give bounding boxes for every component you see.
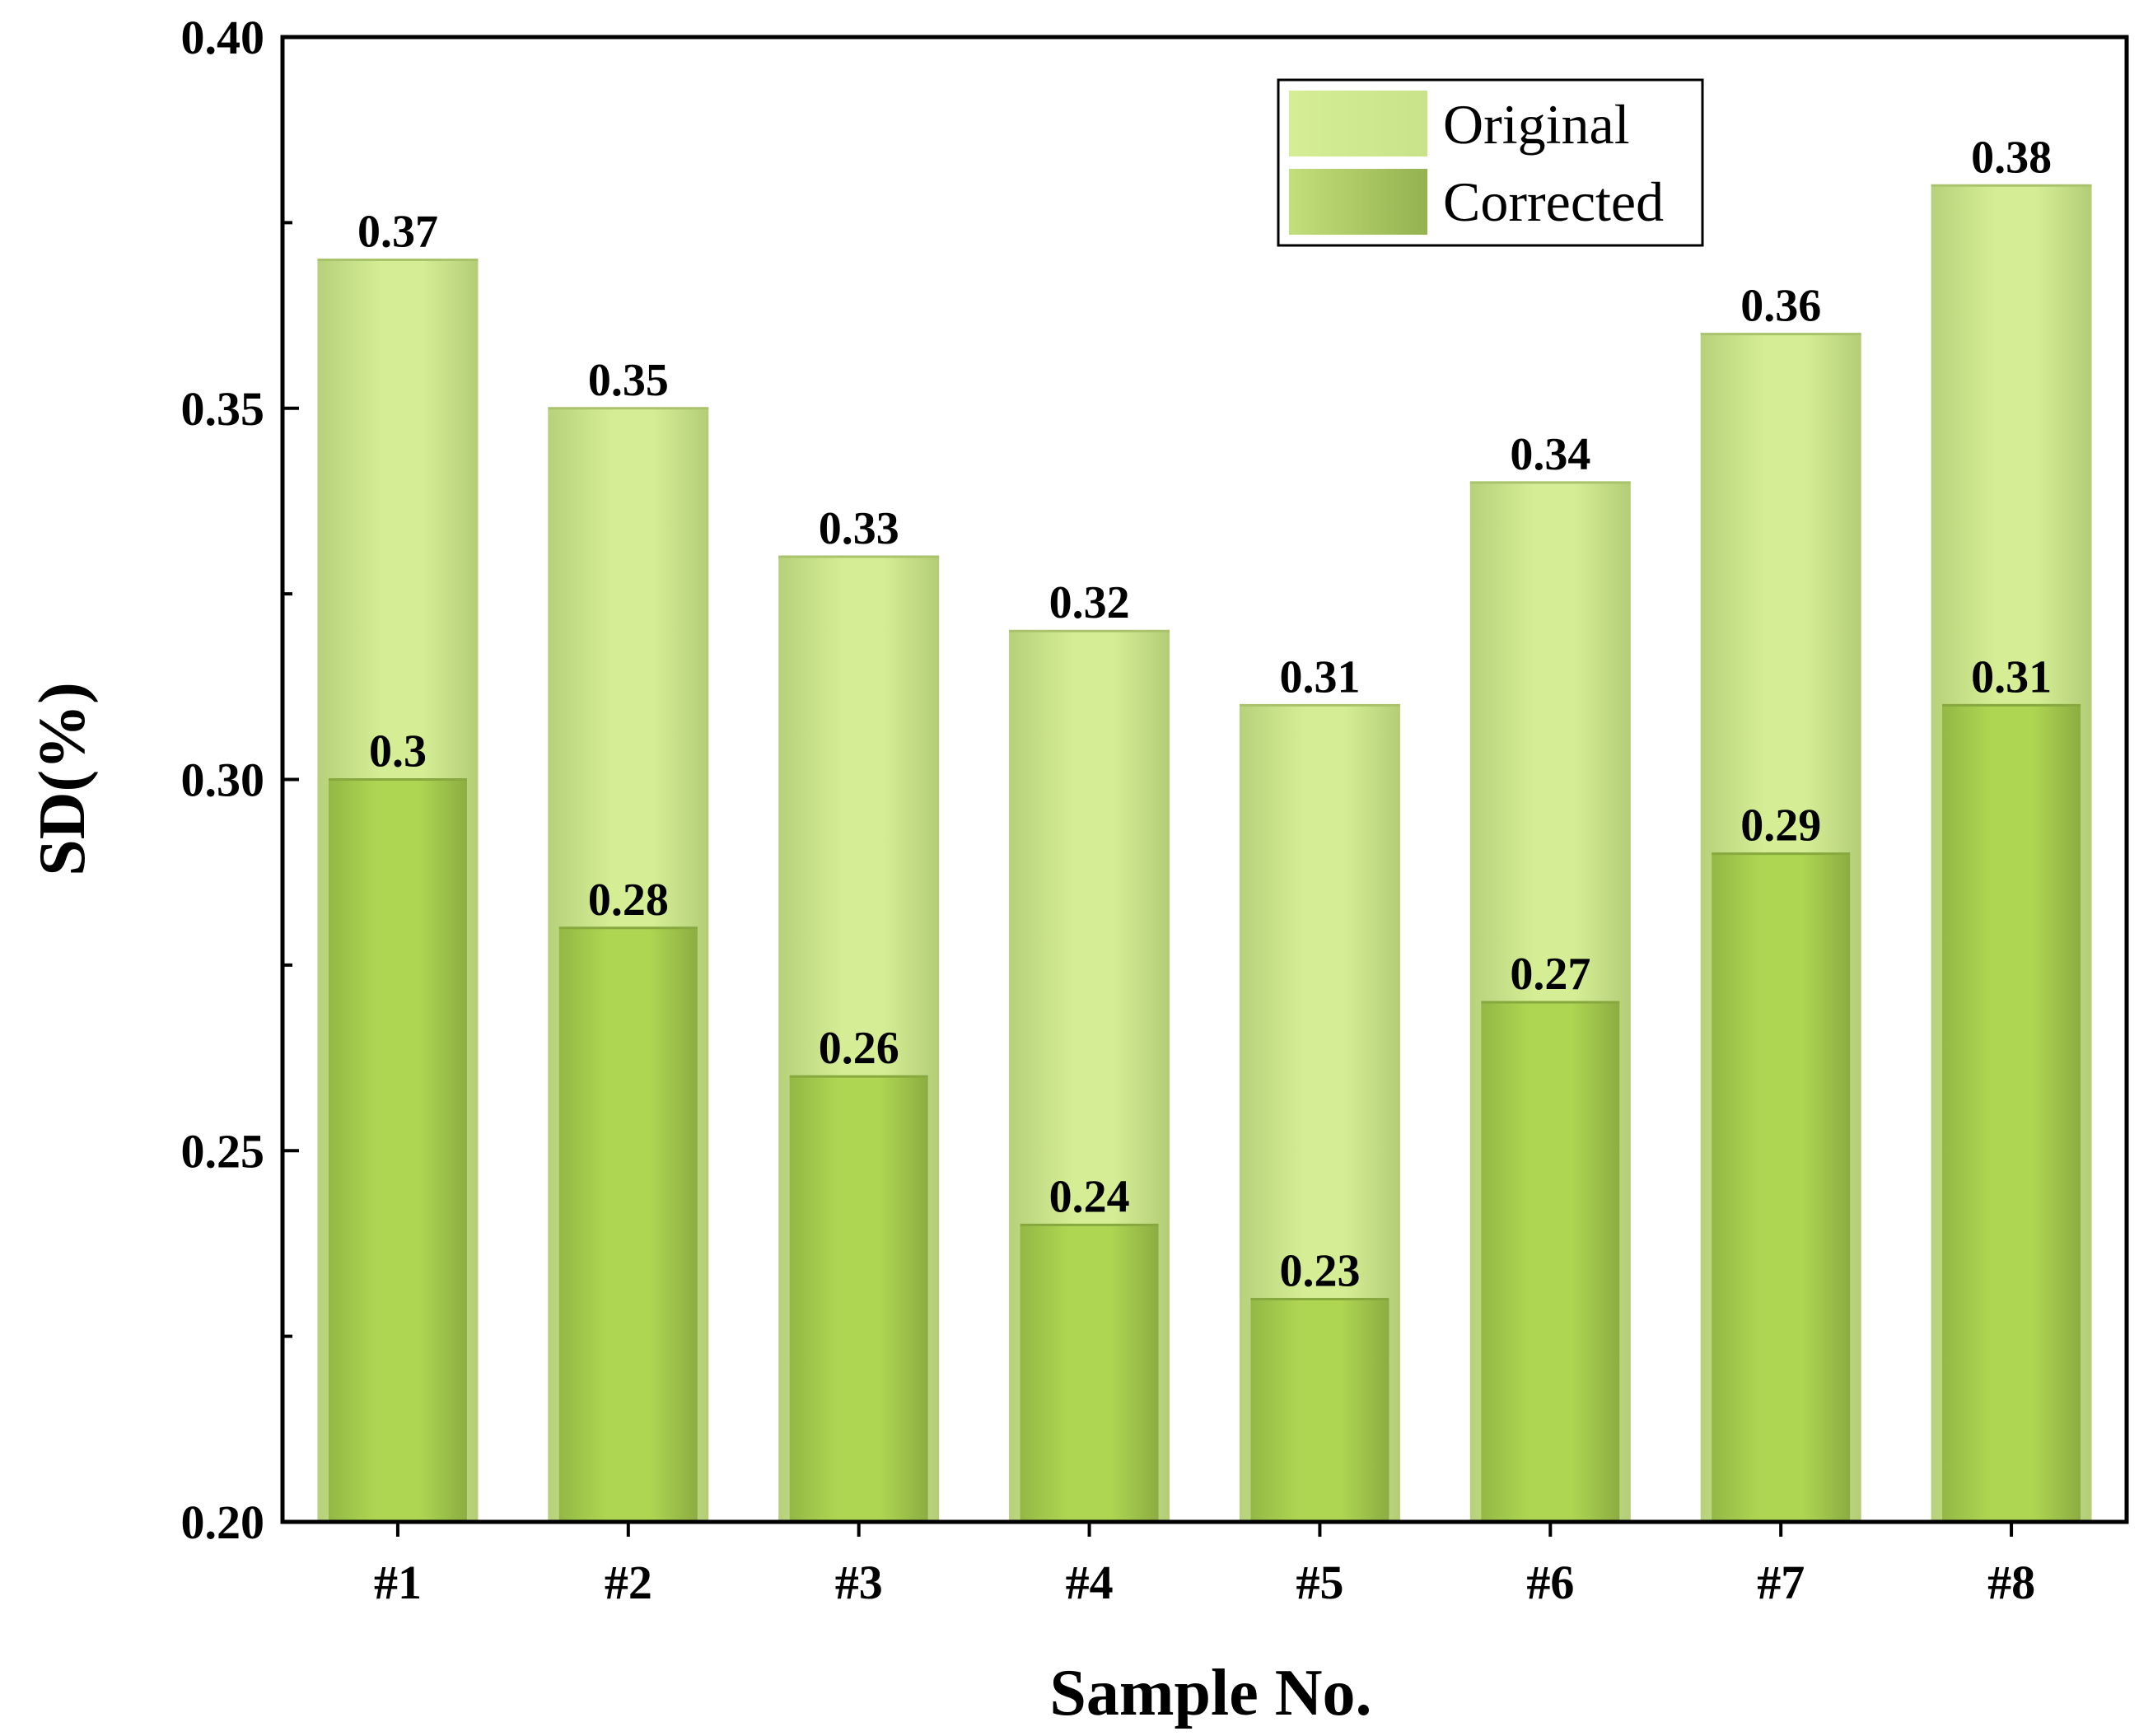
legend-swatch-original <box>1289 91 1427 156</box>
bar-corrected <box>558 927 698 1522</box>
bar-corrected <box>1942 705 2081 1522</box>
x-tick-label: #2 <box>605 1556 652 1609</box>
data-label-original: 0.32 <box>1049 577 1130 628</box>
x-tick-label: #8 <box>1987 1556 2035 1609</box>
bar-corrected <box>1020 1225 1159 1522</box>
x-tick-label: #6 <box>1526 1556 1574 1609</box>
bar-corrected <box>789 1076 928 1522</box>
x-axis-title: Sample No. <box>1049 1657 1371 1729</box>
data-label-original: 0.38 <box>1971 132 2052 183</box>
x-axis: #1 #2 #3 #4 #5 #6 #7 #8 <box>374 1522 2035 1609</box>
data-labels: 0.37 0.3 0.35 0.28 0.33 0.26 0.32 0.24 0.31 0.23 0… <box>357 132 2052 1296</box>
y-axis: 0.20 0.25 0.30 0.35 0.40 <box>181 11 299 1549</box>
x-tick-label: #5 <box>1296 1556 1343 1609</box>
legend-label-original: Original <box>1443 93 1630 156</box>
y-axis-title: SD(%) <box>26 682 99 876</box>
bar-corrected <box>328 779 467 1522</box>
bar-corrected <box>1481 1001 1620 1522</box>
y-tick-label: 0.25 <box>181 1124 265 1178</box>
data-label-original: 0.37 <box>357 206 438 257</box>
data-label-original: 0.35 <box>588 355 669 406</box>
x-tick-label: #1 <box>374 1556 422 1609</box>
corrected-bars <box>328 703 2081 1522</box>
data-label-corrected: 0.3 <box>369 726 427 777</box>
x-tick-label: #3 <box>835 1556 883 1609</box>
data-label-original: 0.34 <box>1510 429 1590 480</box>
data-label-corrected: 0.27 <box>1510 949 1590 1000</box>
data-label-corrected: 0.31 <box>1971 651 2052 702</box>
data-label-corrected: 0.29 <box>1740 800 1821 852</box>
legend-swatch-corrected <box>1289 169 1427 235</box>
legend: Original Corrected <box>1277 78 1704 247</box>
data-label-corrected: 0.26 <box>819 1023 899 1074</box>
data-label-original: 0.33 <box>819 503 899 554</box>
y-tick-label: 0.40 <box>181 11 265 64</box>
x-tick-label: #7 <box>1757 1556 1805 1609</box>
data-label-original: 0.36 <box>1740 281 1821 332</box>
data-label-corrected: 0.23 <box>1279 1246 1360 1297</box>
y-tick-label: 0.35 <box>181 382 265 436</box>
x-tick-label: #4 <box>1066 1556 1114 1609</box>
data-label-corrected: 0.24 <box>1049 1171 1130 1222</box>
data-label-original: 0.31 <box>1279 651 1360 702</box>
data-label-corrected: 0.28 <box>588 875 669 926</box>
bar-corrected <box>1250 1299 1389 1522</box>
legend-label-corrected: Corrected <box>1443 170 1664 233</box>
bar-corrected <box>1712 853 1851 1522</box>
y-tick-label: 0.30 <box>181 754 265 807</box>
y-tick-label: 0.20 <box>181 1496 265 1549</box>
